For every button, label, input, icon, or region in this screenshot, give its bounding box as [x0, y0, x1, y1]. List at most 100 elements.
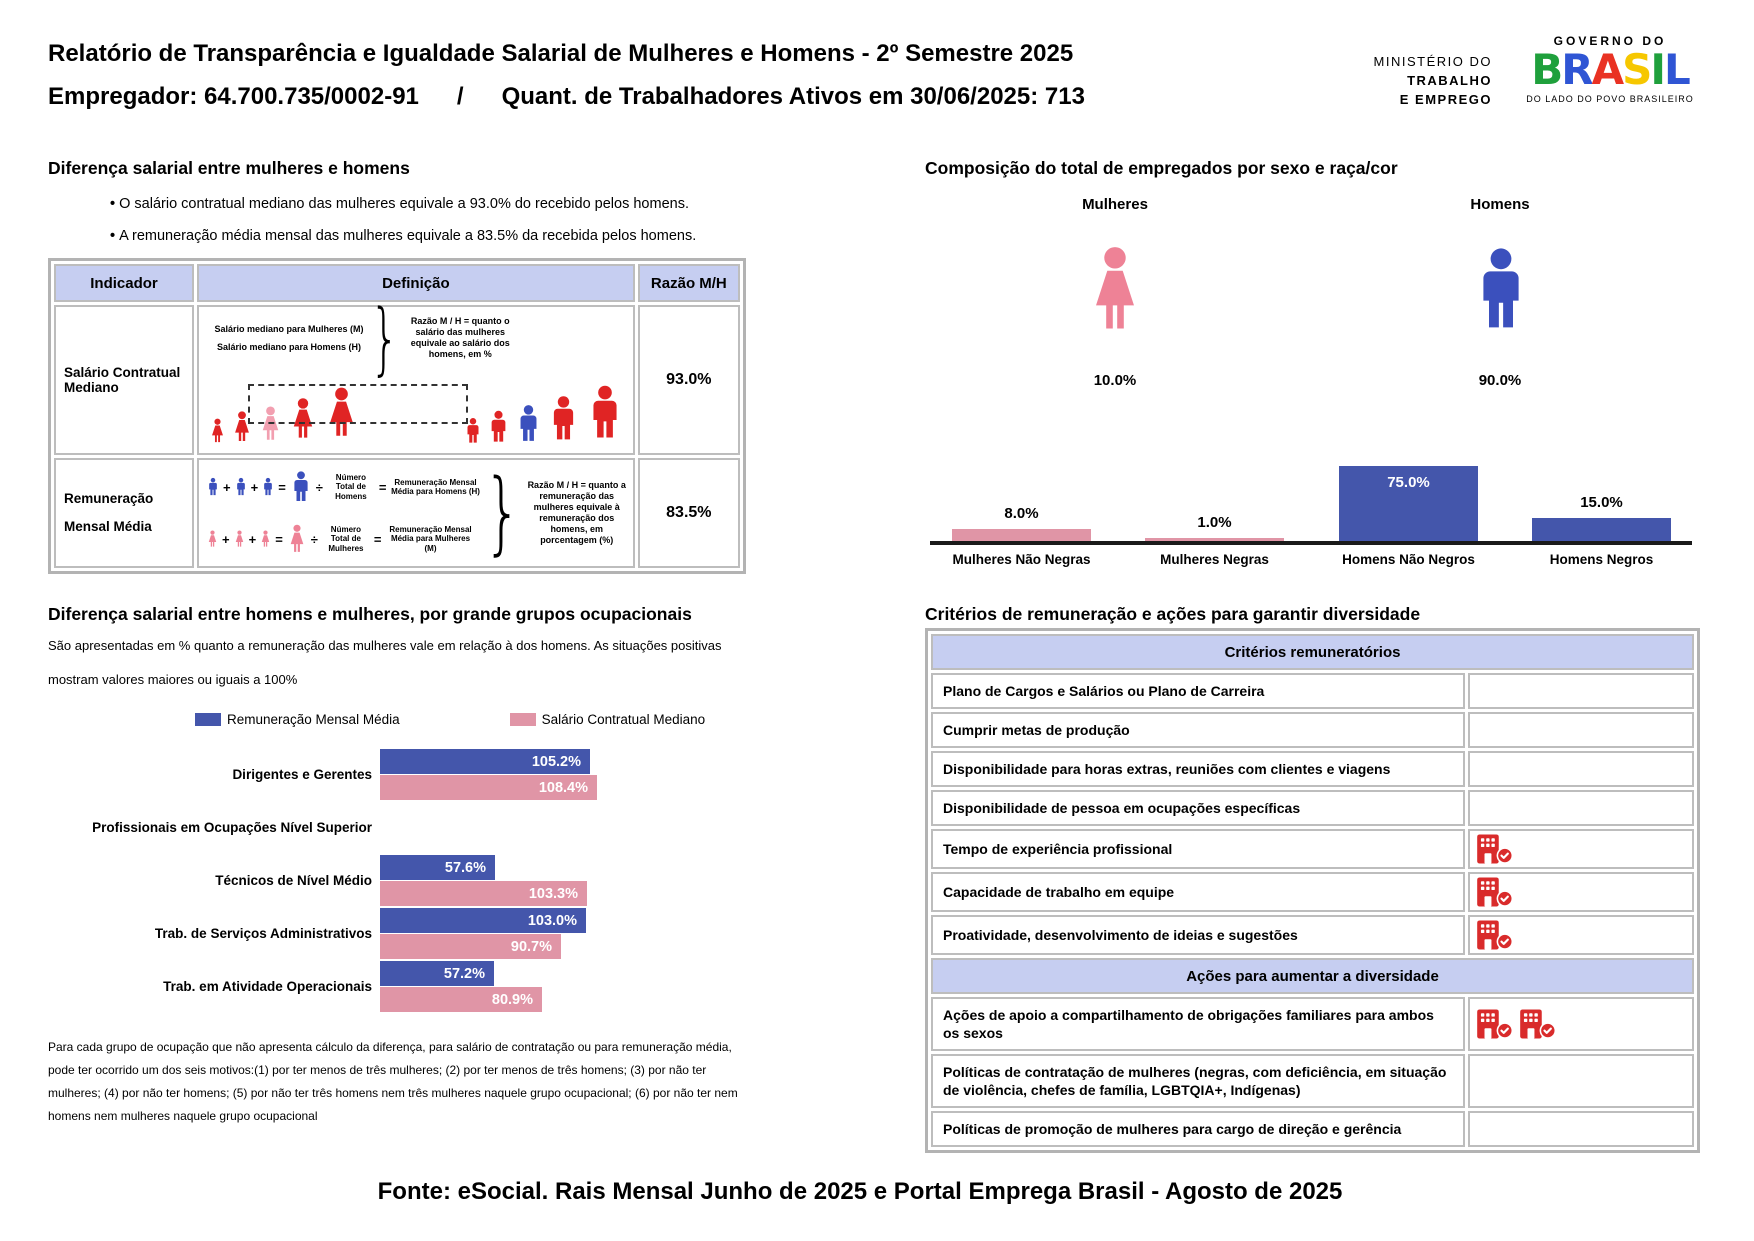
bar-value-label: 90.7%: [510, 938, 552, 955]
criteria-marker-cell: [1468, 915, 1695, 955]
woman-figure-icon: [208, 414, 227, 448]
man-figure-icon: [289, 467, 313, 507]
ministry-line-2: TRABALHO: [1407, 73, 1492, 88]
bar-category-label: Mulheres Negras: [1160, 552, 1269, 567]
median-definition-cell: Salário mediano para Mulheres (M) Salári…: [197, 292, 635, 455]
occupational-description-1: São apresentadas em % quanto a remuneraç…: [48, 638, 722, 653]
brasil-wordmark: BRASIL: [1525, 48, 1695, 92]
occupation-group-row: Trab. de Serviços Administrativos 103.0% 9…: [48, 907, 708, 960]
table-row: Disponibilidade de pessoa em ocupações e…: [931, 790, 1695, 826]
operator-glyph: =: [373, 531, 382, 547]
occupation-group-row: Profissionais em Ocupações Nível Superio…: [48, 801, 708, 854]
occupation-group-bars: 57.2% 80.9%: [380, 961, 708, 1012]
median-women-line: Salário mediano para Mulheres (M): [214, 323, 364, 334]
mensal-bar: 103.0%: [380, 908, 586, 933]
operator-glyph: =: [278, 479, 286, 495]
table-row: Plano de Cargos e Salários ou Plano de C…: [931, 673, 1695, 709]
woman-figure-icon: [233, 527, 246, 551]
occupation-group-bars: 57.6% 103.3%: [380, 855, 708, 906]
legend-swatch-pink: [509, 713, 536, 726]
occupation-group-row: Trab. em Atividade Operacionais 57.2% 80.9…: [48, 960, 708, 1013]
male-group-label: Homens: [1470, 196, 1530, 213]
criteria-marker-cell: [1468, 790, 1695, 826]
occupational-bar-chart: Dirigentes e Gerentes 105.2% 108.4% Profiss…: [48, 748, 708, 1013]
brace-glyph: }: [370, 292, 400, 384]
operator-glyph: =: [275, 531, 283, 547]
bar-value-label: 57.2%: [443, 965, 485, 982]
criteria-label: Disponibilidade de pessoa em ocupações e…: [931, 790, 1465, 826]
composition-bar: 8.0%: [952, 505, 1091, 541]
mensal-bar: 57.2%: [380, 961, 494, 986]
active-workers-count: Quant. de Trabalhadores Ativos em 30/06/…: [501, 83, 1085, 110]
criteria-section-header-diversidade: Ações para aumentar a diversidade: [931, 958, 1695, 994]
legend-item-mediano: Salário Contratual Mediano: [509, 712, 705, 727]
composition-bar-chart: 8.0% 1.0% 75.0% 15.0%: [930, 430, 1692, 545]
col-header-razao: Razão M/H: [637, 264, 740, 302]
formula-divisor-text: Número Total de Homens: [335, 472, 367, 501]
brasil-letter: R: [1561, 45, 1593, 94]
table-row: Salário Contratual Mediano Salário media…: [54, 292, 740, 455]
brasil-letter: I: [1650, 45, 1666, 94]
criteria-label: Disponibilidade para horas extras, reuni…: [931, 751, 1465, 787]
indicator-mean-label: Remuneração Mensal Média: [54, 458, 194, 568]
brasil-letter: A: [1591, 45, 1624, 94]
criteria-section-header-row: Ações para aumentar a diversidade: [931, 958, 1695, 994]
table-row: Ações de apoio a compartilhamento de obr…: [931, 997, 1695, 1051]
criteria-label: Capacidade de trabalho em equipe: [931, 872, 1465, 912]
bar-value-label: 8.0%: [1004, 505, 1039, 522]
table-row: Capacidade de trabalho em equipe: [931, 872, 1695, 912]
median-people-diagram: [200, 362, 632, 452]
formula-divisor-text: Número Total de Mulheres: [328, 524, 364, 553]
man-figure-icon: [514, 400, 543, 448]
ministry-line-1: MINISTÉRIO DO: [1373, 54, 1492, 69]
criteria-table: Critérios remuneratórios Plano de Cargos …: [925, 628, 1701, 1153]
criteria-marker-cell: [1468, 1054, 1695, 1108]
salary-gap-bullet-1: O salário contratual mediano das mulhere…: [96, 196, 689, 212]
occupation-group-row: Técnicos de Nível Médio 57.6% 103.3%: [48, 854, 708, 907]
female-group-label: Mulheres: [1082, 196, 1148, 213]
operator-glyph: ÷: [310, 531, 318, 547]
man-figure-icon: [486, 406, 511, 448]
bar-value-label: 103.3%: [528, 885, 578, 902]
man-icon: [1469, 226, 1533, 359]
mensal-bar: 105.2%: [380, 749, 590, 774]
occupation-group-bars: 103.0% 90.7%: [380, 908, 708, 959]
indicator-median-label: Salário Contratual Mediano: [54, 305, 194, 455]
median-selection-dashed-box: [248, 384, 468, 424]
bar-value-label: 108.4%: [538, 779, 588, 796]
company-check-icon: [1519, 1009, 1557, 1039]
gov-logo-tagline: DO LADO DO POVO BRASILEIRO: [1526, 94, 1694, 104]
man-figure-icon: [234, 475, 248, 499]
bar-value-label: 75.0%: [1387, 474, 1430, 491]
occupation-group-label: Trab. em Atividade Operacionais: [163, 979, 372, 994]
occupation-group-label: Técnicos de Nível Médio: [215, 873, 372, 888]
composition-bar: 15.0%: [1532, 494, 1671, 541]
criteria-label: Proatividade, desenvolvimento de ideias …: [931, 915, 1465, 955]
occupation-group-bars: 105.2% 108.4%: [380, 749, 708, 800]
man-figure-icon: [584, 378, 626, 448]
legend-label: Remuneração Mensal Média: [227, 712, 400, 727]
man-figure-icon: [546, 390, 581, 448]
brasil-letter: L: [1664, 45, 1691, 94]
formula-result-text: Remuneração Mensal Média para Mulheres (…: [389, 524, 472, 553]
company-check-icon: [1476, 920, 1514, 950]
occupational-footnote: Para cada grupo de ocupação que não apre…: [48, 1040, 738, 1123]
salary-gap-heading: Diferença salarial entre mulheres e home…: [48, 158, 410, 178]
criteria-section-header-remuneratorios: Critérios remuneratórios: [931, 634, 1695, 670]
mean-explanation: Razão M / H = quanto a remuneração das m…: [527, 480, 626, 545]
women-mean-formula: + + = ÷ Número Total de Mulheres = Remuneração…: [206, 519, 482, 559]
occupation-group-label: Dirigentes e Gerentes: [232, 767, 372, 782]
table-row: Cumprir metas de produção: [931, 712, 1695, 748]
criteria-marker-cell: [1468, 712, 1695, 748]
table-row: Remuneração Mensal Média + + = ÷ Número Tota…: [54, 458, 740, 568]
men-mean-formula: + + = ÷ Número Total de Homens = Remuneração M…: [206, 467, 482, 507]
men-figures-group: [463, 378, 626, 448]
page-title: Relatório de Transparência e Igualdade S…: [48, 40, 1074, 67]
mean-ratio-value: 83.5%: [637, 458, 740, 568]
bar-value-label: 103.0%: [527, 912, 577, 929]
woman-figure-icon: [259, 527, 272, 551]
operator-glyph: +: [222, 531, 230, 547]
page-subtitle: Empregador: 64.700.735/0002-91 / Quant. de…: [48, 83, 1085, 111]
median-ratio-value: 93.0%: [637, 305, 740, 455]
